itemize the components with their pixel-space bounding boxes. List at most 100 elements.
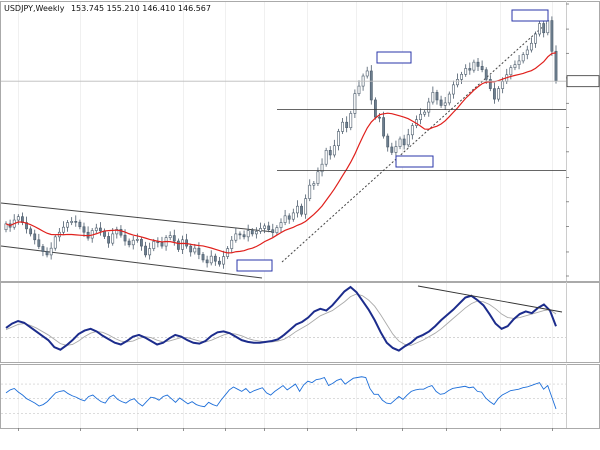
candlestick <box>554 45 558 84</box>
candlestick <box>37 233 41 250</box>
candlestick <box>410 123 414 140</box>
candlestick <box>189 243 193 257</box>
candle-body <box>123 234 127 242</box>
candlestick <box>439 95 443 108</box>
candle-body <box>78 221 82 228</box>
candlestick <box>406 128 410 148</box>
candle-body <box>349 113 353 128</box>
candle-body <box>382 117 386 137</box>
candlestick <box>357 80 361 97</box>
candle-body <box>283 215 287 223</box>
candlestick <box>394 140 398 158</box>
candle-body <box>16 216 20 221</box>
candle-body <box>275 227 279 233</box>
candlestick <box>431 86 435 105</box>
candlestick <box>451 80 455 99</box>
candlestick <box>349 110 353 131</box>
candlestick <box>291 208 295 222</box>
candlestick <box>320 158 324 177</box>
candle-body <box>296 205 299 214</box>
candle-body <box>320 163 324 173</box>
candle-body <box>271 229 275 233</box>
candle-body <box>259 228 262 232</box>
header-close: 146.567 <box>178 4 211 13</box>
candlestick <box>168 231 172 241</box>
candlestick <box>135 233 139 243</box>
candle-body <box>513 64 517 68</box>
candlestick <box>107 232 111 248</box>
candlestick <box>300 203 303 217</box>
candle-body <box>246 230 250 238</box>
candlestick <box>160 236 164 249</box>
candle-body <box>456 79 459 86</box>
candle-body <box>357 85 361 94</box>
candlestick <box>242 230 246 240</box>
candle-body <box>378 116 381 119</box>
candlestick <box>382 111 386 139</box>
candlestick <box>312 180 316 190</box>
candle-body <box>267 225 271 231</box>
candle-body <box>550 20 554 52</box>
candlestick <box>164 235 168 251</box>
candle-body <box>25 222 28 230</box>
candlestick <box>427 97 431 117</box>
candle-body <box>337 131 340 147</box>
candlestick <box>213 253 217 266</box>
candle-body <box>439 99 443 106</box>
candlestick <box>201 251 205 263</box>
annotation-box <box>511 9 549 22</box>
candle-body <box>115 228 119 235</box>
candle-body <box>460 74 463 80</box>
candlestick <box>374 97 377 120</box>
candle-body <box>534 33 537 44</box>
candle-body <box>250 230 254 235</box>
candlestick <box>140 236 143 251</box>
candle-body <box>41 246 45 252</box>
candlestick <box>525 45 529 60</box>
candle-body <box>209 255 213 264</box>
candlestick <box>480 60 484 73</box>
candle-body <box>423 111 427 115</box>
candlestick <box>144 241 147 258</box>
candle-body <box>480 66 484 71</box>
header-high: 155.210 <box>107 4 140 13</box>
candlestick <box>472 59 476 73</box>
candlestick <box>550 16 554 56</box>
candle-body <box>546 20 550 34</box>
header-separator <box>64 4 67 13</box>
candle-body <box>263 225 266 229</box>
candlestick <box>517 55 521 70</box>
candle-body <box>431 92 435 103</box>
candle-body <box>517 60 521 65</box>
candlestick <box>361 73 365 91</box>
candlestick <box>45 247 49 258</box>
candlestick <box>341 118 344 134</box>
candlestick <box>115 226 119 239</box>
candle-body <box>193 247 197 253</box>
candle-body <box>111 233 115 244</box>
uptrend-dotted-line <box>281 21 549 263</box>
candle-body <box>107 236 111 244</box>
candlestick <box>493 82 496 104</box>
candle-body <box>62 226 65 233</box>
candle-body <box>45 251 49 256</box>
candlestick <box>181 235 184 255</box>
candle-body <box>374 99 377 118</box>
candlestick <box>337 128 340 151</box>
candle-body <box>74 221 78 223</box>
candlestick <box>435 89 439 105</box>
header-low: 146.410 <box>142 4 175 13</box>
candle-body <box>521 54 525 62</box>
candlestick <box>464 64 468 77</box>
candlestick <box>21 212 24 226</box>
candle-body <box>304 198 308 215</box>
candle-body <box>365 70 369 77</box>
candlestick <box>345 116 349 133</box>
candlestick <box>205 255 209 268</box>
candle-body <box>542 23 546 34</box>
candle-body <box>402 138 406 146</box>
candlestick <box>332 139 336 158</box>
candle-body <box>488 79 492 89</box>
